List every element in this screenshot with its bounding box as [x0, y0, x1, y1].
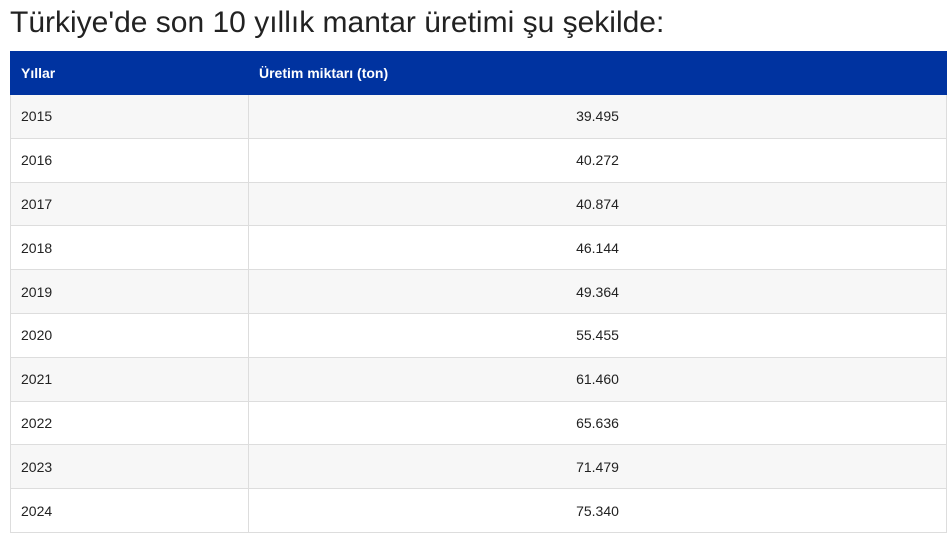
table-row: 2019 49.364 [10, 269, 947, 314]
table-row: 2022 65.636 [10, 400, 947, 446]
year-cell: 2016 [10, 137, 249, 183]
amount-cell: 71.479 [248, 444, 947, 490]
amount-cell: 55.455 [248, 312, 947, 358]
year-cell: 2023 [10, 444, 249, 490]
year-cell: 2024 [10, 488, 249, 533]
production-table: Yıllar Üretim miktarı (ton) 2015 39.495 … [10, 51, 947, 533]
amount-cell: 75.340 [248, 488, 947, 533]
year-cell: 2017 [10, 181, 249, 227]
year-cell: 2021 [10, 356, 249, 402]
amount-cell: 65.636 [248, 400, 947, 446]
year-cell: 2018 [10, 225, 249, 271]
table-row: 2024 75.340 [10, 488, 947, 533]
header-years: Yıllar [10, 51, 249, 95]
year-cell: 2015 [10, 94, 249, 139]
amount-cell: 49.364 [248, 269, 947, 314]
table-row: 2018 46.144 [10, 225, 947, 271]
amount-cell: 40.272 [248, 137, 947, 183]
table-row: 2021 61.460 [10, 356, 947, 402]
table-row: 2020 55.455 [10, 312, 947, 358]
amount-cell: 61.460 [248, 356, 947, 402]
page-heading: Türkiye'de son 10 yıllık mantar üretimi … [10, 6, 665, 39]
amount-cell: 46.144 [248, 225, 947, 271]
year-cell: 2022 [10, 400, 249, 446]
table-row: 2015 39.495 [10, 94, 947, 139]
amount-cell: 40.874 [248, 181, 947, 227]
table-row: 2017 40.874 [10, 181, 947, 227]
year-cell: 2019 [10, 269, 249, 314]
year-cell: 2020 [10, 312, 249, 358]
table-header-row: Yıllar Üretim miktarı (ton) [10, 51, 947, 95]
header-production-amount: Üretim miktarı (ton) [248, 51, 947, 95]
table-row: 2023 71.479 [10, 444, 947, 490]
table-row: 2016 40.272 [10, 137, 947, 183]
amount-cell: 39.495 [248, 94, 947, 139]
